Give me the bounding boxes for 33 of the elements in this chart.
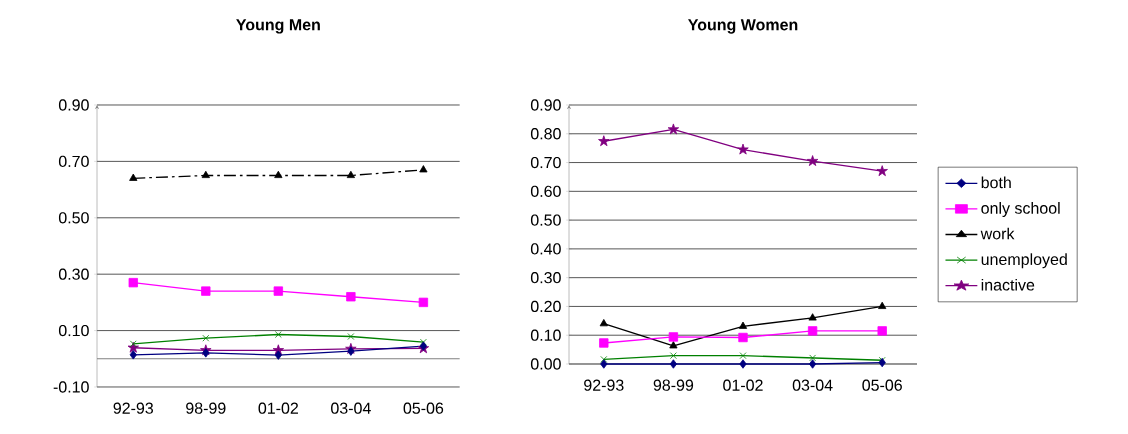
legend-label: unemployed [981, 253, 1067, 269]
x-tick-label: 92-93 [584, 379, 624, 391]
chart-title: Young Women [688, 19, 798, 34]
legend-label: work [980, 227, 1015, 240]
legend-label: inactive [981, 278, 1035, 291]
y-tick-label: 0.00 [530, 358, 561, 370]
y-tick-label: 0.50 [58, 212, 89, 224]
y-tick-label: 0.20 [530, 300, 561, 313]
chart-title: Young Men [236, 19, 320, 34]
y-tick-label: 0.30 [58, 268, 89, 280]
y-tick-label: 0.10 [58, 324, 89, 337]
x-tick-label: 03-04 [331, 402, 371, 414]
x-tick-label: 05-06 [403, 402, 444, 414]
x-tick-label: 98-99 [186, 402, 226, 414]
y-tick-label: 0.40 [530, 243, 561, 255]
legend-label: only school [981, 202, 1060, 218]
legend-label: both [981, 176, 1011, 189]
y-tick-label: 0.80 [530, 128, 561, 140]
y-tick-label: 0.90 [530, 99, 561, 111]
y-tick-label: 0.30 [530, 272, 561, 284]
x-tick-label: 92-93 [113, 402, 154, 414]
x-tick-label: 01-02 [723, 379, 763, 391]
y-tick-label: -0.10 [53, 381, 89, 393]
y-tick-label: 0.70 [530, 156, 561, 169]
y-tick-label: 0.50 [530, 214, 561, 226]
x-tick-label: 01-02 [258, 402, 298, 414]
x-tick-label: 03-04 [792, 379, 833, 391]
y-tick-label: 0.70 [58, 155, 89, 168]
y-tick-label: 0.10 [530, 329, 561, 341]
x-tick-label: 05-06 [862, 379, 902, 391]
y-tick-label: 0.90 [58, 99, 89, 111]
x-tick-label: 98-99 [653, 379, 694, 391]
y-tick-label: 0.60 [530, 185, 561, 197]
